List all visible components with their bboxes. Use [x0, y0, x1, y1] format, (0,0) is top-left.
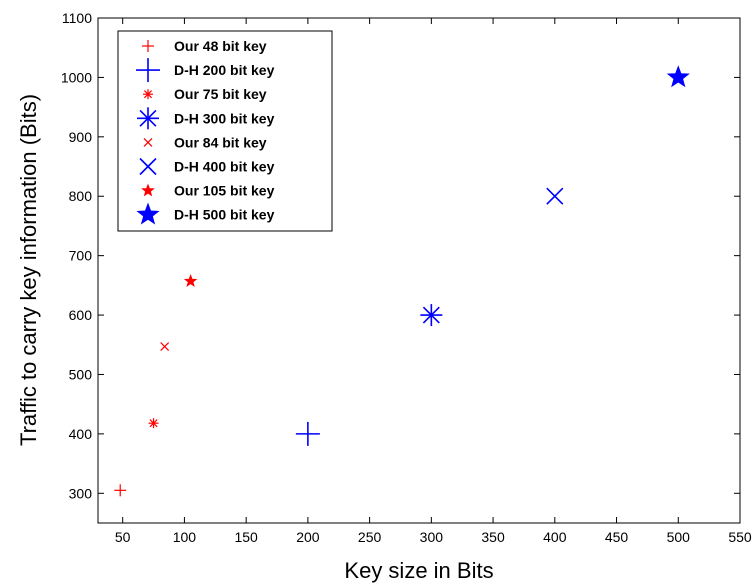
x-tick-label: 150: [234, 529, 258, 545]
legend-label: D-H 300 bit key: [174, 110, 275, 126]
data-point: [183, 274, 198, 287]
y-tick-label: 500: [69, 366, 93, 382]
legend-marker: [143, 137, 153, 147]
legend-marker: [136, 58, 160, 83]
legend-marker: [143, 89, 153, 100]
data-point: [295, 421, 320, 446]
data-point: [148, 418, 159, 429]
data-point: [160, 342, 170, 351]
x-tick-label: 450: [605, 529, 629, 545]
x-tick-label: 350: [481, 529, 505, 545]
data-point: [666, 65, 690, 88]
y-tick-label: 1000: [61, 69, 92, 85]
legend-marker: [142, 40, 154, 52]
legend-marker: [141, 183, 155, 197]
x-tick-label: 100: [173, 529, 197, 545]
y-tick-label: 1100: [62, 10, 92, 26]
data-point: [420, 304, 443, 327]
y-axis-title: Traffic to carry key information (Bits): [16, 94, 41, 446]
legend-marker: [136, 202, 160, 225]
y-tick-label: 600: [69, 307, 93, 323]
legend-label: Our 48 bit key: [174, 38, 267, 54]
y-tick-label: 300: [69, 485, 93, 501]
legend-marker: [137, 107, 159, 130]
data-point: [114, 484, 127, 497]
y-tick-label: 400: [69, 426, 93, 442]
x-tick-label: 300: [420, 529, 444, 545]
legend-label: Our 84 bit key: [174, 134, 267, 150]
x-tick-label: 550: [728, 529, 752, 545]
y-tick-label: 800: [69, 188, 93, 204]
legend-label: D-H 200 bit key: [174, 62, 275, 78]
y-tick-label: 900: [69, 129, 93, 145]
legend-marker: [139, 157, 157, 176]
legend-label: D-H 400 bit key: [174, 159, 275, 175]
x-tick-label: 250: [358, 529, 382, 545]
legend-box: [117, 30, 333, 232]
legend-label: Our 75 bit key: [174, 86, 267, 102]
data-point: [546, 187, 564, 205]
axis-ticks: 50 100 150 200 250 300 350 400 450 500 550 300 400 50…: [61, 10, 752, 545]
x-tick-label: 50: [115, 529, 131, 545]
legend-label: Our 105 bit key: [174, 183, 275, 199]
legend-label: D-H 500 bit key: [174, 207, 275, 223]
y-tick-label: 700: [69, 248, 93, 264]
x-tick-label: 200: [296, 529, 320, 545]
x-tick-label: 500: [667, 529, 691, 545]
x-tick-label: 400: [543, 529, 567, 545]
x-axis-title: Key size in Bits: [344, 558, 493, 583]
data-points: [114, 65, 690, 497]
legend: Our 48 bit key D-H 200 bit key Our 75 bit …: [117, 30, 333, 232]
